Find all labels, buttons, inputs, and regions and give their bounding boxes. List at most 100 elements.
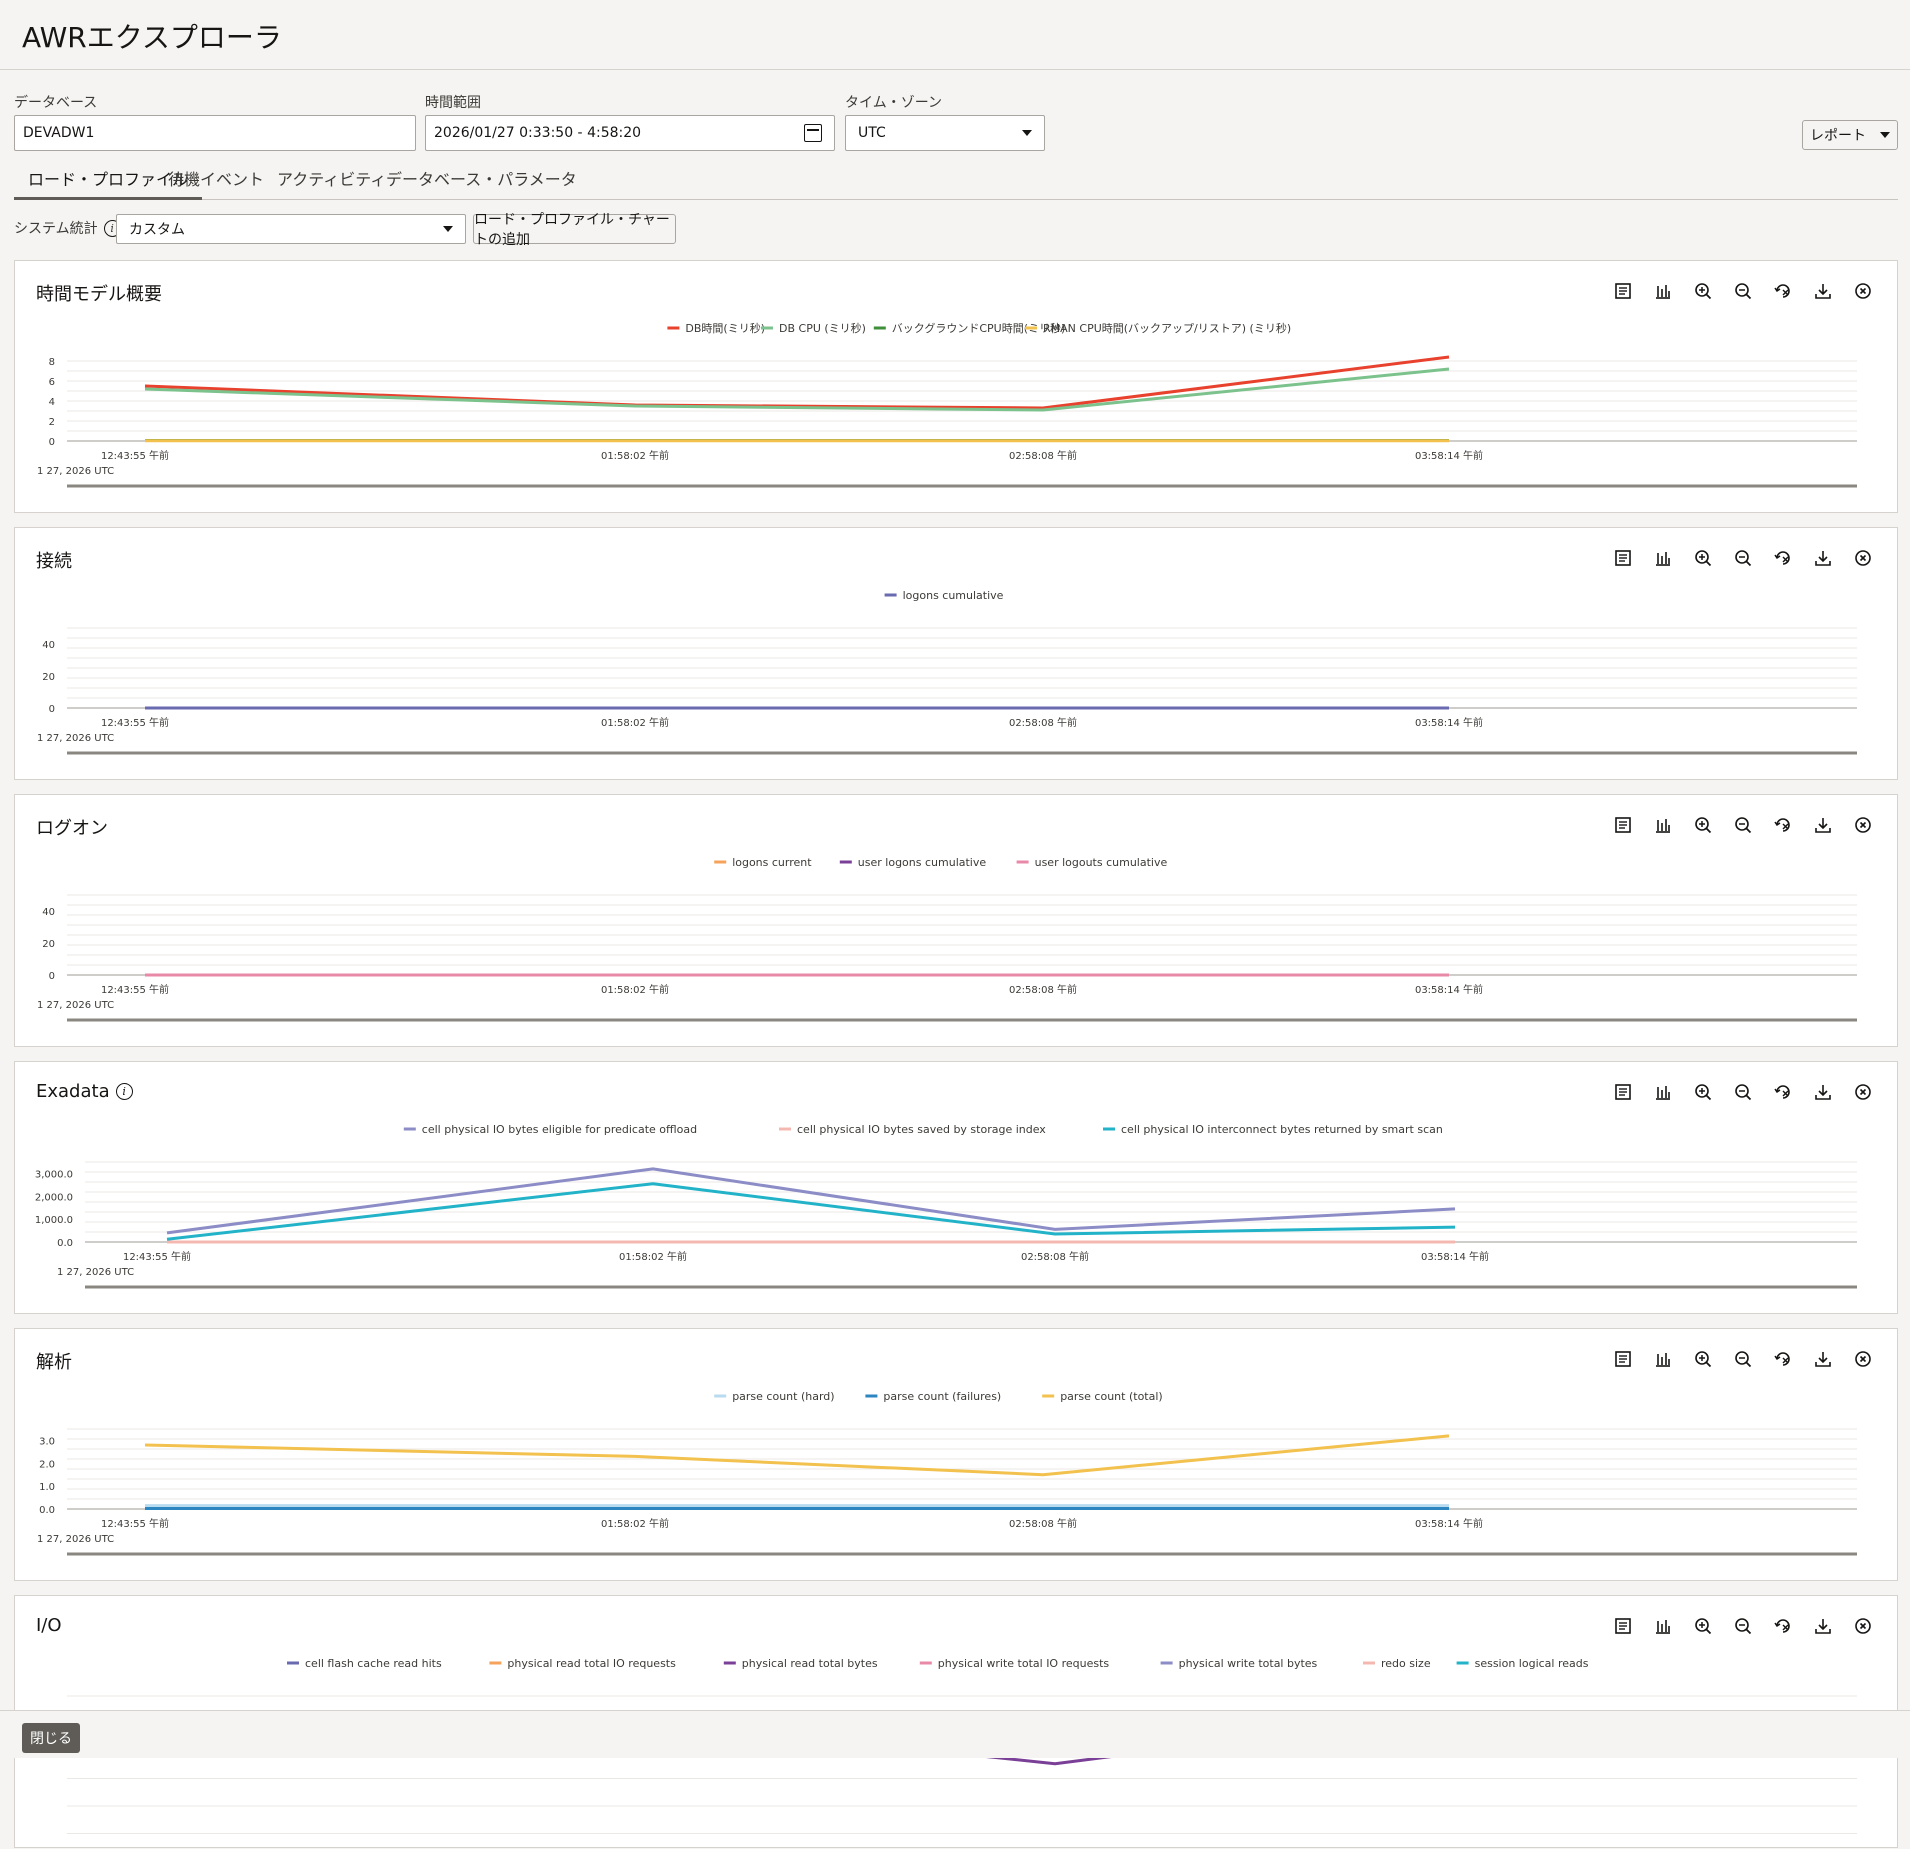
legend-item[interactable]: cell physical IO bytes eligible for pred… (403, 1123, 697, 1136)
zoom-out-icon[interactable] (1733, 1616, 1753, 1636)
zoom-in-icon[interactable] (1693, 281, 1713, 301)
legend-item[interactable]: バックグラウンドCPU時間(ミリ秒) (873, 321, 1066, 335)
legend-item[interactable]: parse count (total) (1042, 1390, 1163, 1403)
close-circle-icon[interactable] (1853, 1082, 1873, 1102)
table-view-icon[interactable] (1613, 1616, 1633, 1636)
reset-zoom-icon[interactable] (1773, 548, 1793, 568)
legend-item[interactable]: physical write total bytes (1160, 1657, 1318, 1670)
chart-toolbar (1613, 281, 1873, 301)
svg-text:physical write total IO reques: physical write total IO requests (938, 1657, 1110, 1670)
database-input[interactable]: DEVADW1 (14, 115, 416, 151)
close-circle-icon[interactable] (1853, 281, 1873, 301)
download-icon[interactable] (1813, 1616, 1833, 1636)
chart-grid (67, 360, 1857, 442)
legend-item[interactable]: DB CPU (ミリ秒) (761, 321, 866, 335)
legend-item[interactable]: physical read total IO requests (489, 1657, 676, 1670)
bar-chart-icon[interactable] (1653, 548, 1673, 568)
y-tick-label: 2,000.0 (35, 1192, 73, 1203)
legend-item[interactable]: parse count (hard) (714, 1390, 835, 1403)
download-icon[interactable] (1813, 1349, 1833, 1369)
svg-text:logons cumulative: logons cumulative (903, 589, 1004, 602)
zoom-out-icon[interactable] (1733, 281, 1753, 301)
series-line[interactable] (144, 355, 1450, 410)
bar-chart-icon[interactable] (1653, 1616, 1673, 1636)
close-circle-icon[interactable] (1853, 548, 1873, 568)
tab-wait-events[interactable]: 待機イベント (168, 170, 265, 189)
zoom-in-icon[interactable] (1693, 1082, 1713, 1102)
zoom-out-icon[interactable] (1733, 1349, 1753, 1369)
table-view-icon[interactable] (1613, 281, 1633, 301)
table-view-icon[interactable] (1613, 548, 1633, 568)
download-icon[interactable] (1813, 815, 1833, 835)
chart-svg: logons cumulative 0 20 40 12:43:55 午前 01:58:0… (37, 589, 1857, 755)
system-stats-select[interactable]: カスタム (116, 214, 466, 244)
x-tick-label: 03:58:14 午前 (1415, 716, 1483, 729)
zoom-out-icon[interactable] (1733, 1082, 1753, 1102)
series-line[interactable] (166, 1167, 1456, 1235)
x-tick-label: 12:43:55 午前 (123, 1250, 191, 1263)
reset-zoom-icon[interactable] (1773, 1349, 1793, 1369)
bar-chart-icon[interactable] (1653, 281, 1673, 301)
info-icon[interactable]: i (115, 1083, 133, 1100)
download-icon[interactable] (1813, 548, 1833, 568)
bar-chart-icon[interactable] (1653, 815, 1673, 835)
table-view-icon[interactable] (1613, 1082, 1633, 1102)
series-line[interactable] (144, 1434, 1450, 1477)
reset-zoom-icon[interactable] (1773, 281, 1793, 301)
legend-item[interactable]: user logons cumulative (839, 856, 987, 869)
legend-item[interactable]: physical read total bytes (723, 1657, 878, 1670)
series-line[interactable] (144, 367, 1450, 412)
chart-title: I/O (36, 1615, 62, 1636)
reset-zoom-icon[interactable] (1773, 1616, 1793, 1636)
legend-item[interactable]: cell physical IO bytes saved by storage … (779, 1123, 1046, 1136)
legend-item[interactable]: user logouts cumulative (1016, 856, 1168, 869)
legend-item[interactable]: DB時間(ミリ秒) (667, 321, 765, 335)
close-circle-icon[interactable] (1853, 815, 1873, 835)
legend-item[interactable]: RMAN CPU時間(バックアップ/リストア) (ミリ秒) (1025, 321, 1291, 335)
chart-title: 解析 (36, 1348, 72, 1374)
close-button[interactable]: 閉じる (22, 1723, 80, 1753)
svg-text:DB CPU (ミリ秒): DB CPU (ミリ秒) (779, 321, 866, 335)
chart-panel-connections: 接続 logons cumulative 0 20 40 12:43:55 午前 01:58… (14, 527, 1898, 780)
chart-svg: DB時間(ミリ秒) DB CPU (ミリ秒) バックグラウンドCPU時間(ミリ秒)R… (37, 321, 1857, 488)
zoom-out-icon[interactable] (1733, 815, 1753, 835)
zoom-out-icon[interactable] (1733, 548, 1753, 568)
calendar-icon[interactable] (804, 124, 822, 142)
zoom-in-icon[interactable] (1693, 815, 1713, 835)
bar-chart-icon[interactable] (1653, 1082, 1673, 1102)
legend-item[interactable]: logons cumulative (884, 589, 1004, 602)
tab-database-parameters[interactable]: データベース・パラメータ (386, 170, 577, 189)
timezone-select[interactable]: UTC (845, 115, 1045, 151)
legend-item[interactable]: cell flash cache read hits (287, 1657, 442, 1670)
tab-activity[interactable]: アクティビティ (277, 170, 387, 189)
bar-chart-icon[interactable] (1653, 1349, 1673, 1369)
legend-item[interactable]: redo size (1363, 1657, 1431, 1670)
chart-title: Exadata i (36, 1081, 133, 1102)
add-chart-button[interactable]: ロード・プロファイル・チャートの追加 (473, 212, 676, 248)
table-view-icon[interactable] (1613, 1349, 1633, 1369)
table-view-icon[interactable] (1613, 815, 1633, 835)
time-range-input[interactable]: 2026/01/27 0:33:50 - 4:58:20 (425, 115, 835, 151)
series-line[interactable] (166, 1182, 1456, 1241)
report-button[interactable]: レポート (1802, 120, 1898, 150)
y-tick-label: 20 (42, 672, 55, 683)
download-icon[interactable] (1813, 281, 1833, 301)
close-circle-icon[interactable] (1853, 1616, 1873, 1636)
svg-text:DB時間(ミリ秒): DB時間(ミリ秒) (685, 321, 765, 335)
close-circle-icon[interactable] (1853, 1349, 1873, 1369)
legend-item[interactable]: parse count (failures) (865, 1390, 1001, 1403)
tab-load-profile[interactable]: ロード・プロファイル (14, 166, 203, 200)
legend-item[interactable]: session logical reads (1456, 1657, 1589, 1670)
legend-item[interactable]: cell physical IO interconnect bytes retu… (1103, 1123, 1443, 1136)
chart-svg: cell physical IO bytes eligible for pred… (35, 1123, 1857, 1289)
zoom-in-icon[interactable] (1693, 548, 1713, 568)
download-icon[interactable] (1813, 1082, 1833, 1102)
legend-item[interactable]: logons current (714, 856, 812, 869)
reset-zoom-icon[interactable] (1773, 815, 1793, 835)
chart-svg: logons current user logons cumulative user… (37, 856, 1857, 1022)
legend-item[interactable]: physical write total IO requests (919, 1657, 1110, 1670)
zoom-in-icon[interactable] (1693, 1616, 1713, 1636)
reset-zoom-icon[interactable] (1773, 1082, 1793, 1102)
chart-grid (67, 894, 1857, 976)
zoom-in-icon[interactable] (1693, 1349, 1713, 1369)
